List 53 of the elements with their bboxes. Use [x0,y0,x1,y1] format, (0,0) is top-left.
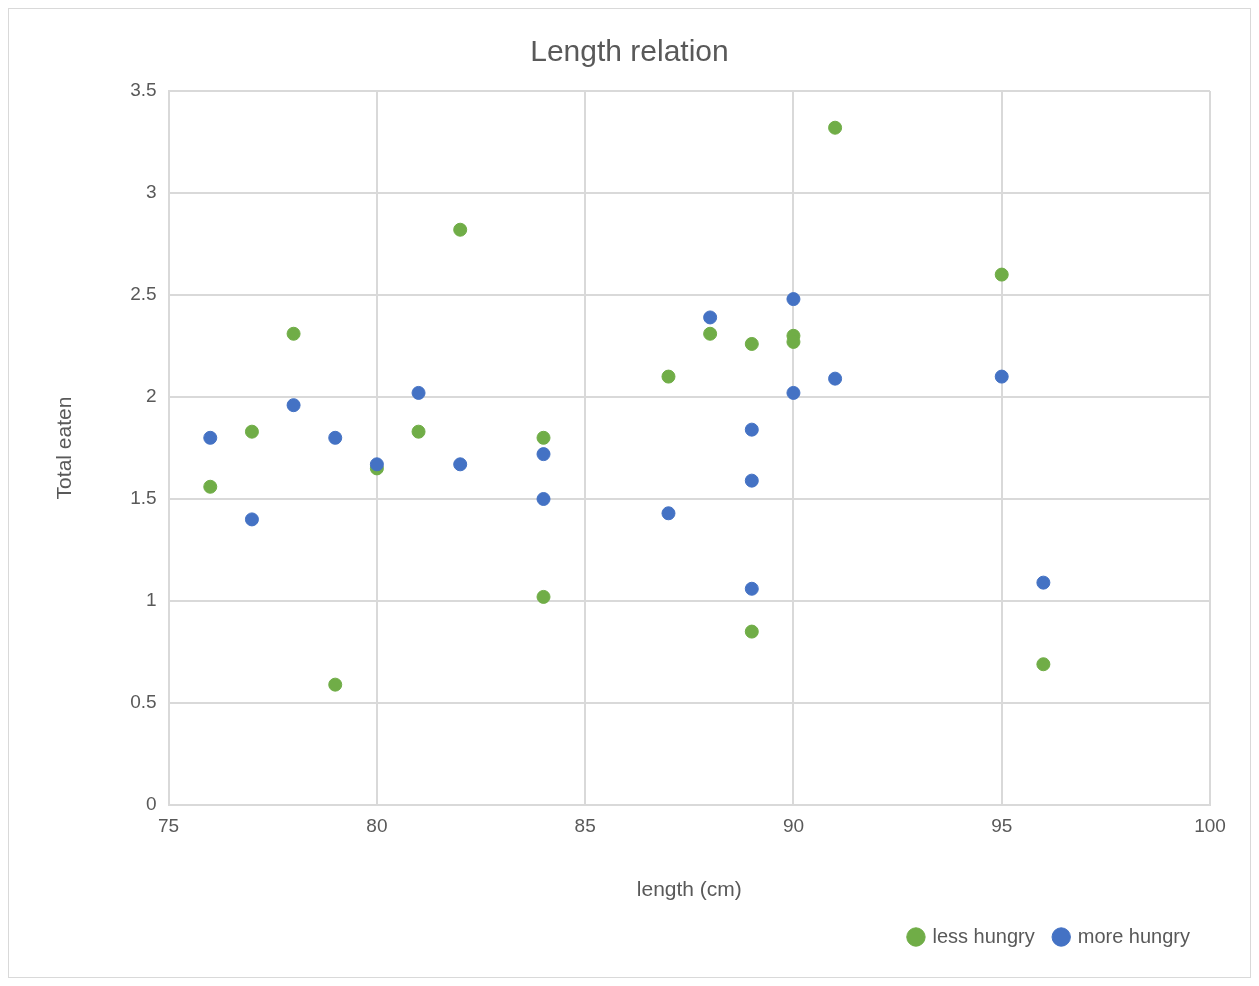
x-tick-label: 90 [782,814,805,836]
x-tick-label: 100 [1194,814,1226,836]
point [828,371,843,386]
point [411,385,426,400]
point [453,222,468,237]
point [994,267,1009,282]
x-tick-label: 75 [158,814,180,836]
point [328,430,343,445]
point [744,624,759,639]
x-tick-label: 95 [991,814,1013,836]
point [661,369,676,384]
point [703,310,718,325]
point [244,424,259,439]
point [453,457,468,472]
point [369,457,384,472]
point [203,430,218,445]
y-tick-label: 3.5 [130,79,157,101]
point [1036,575,1051,590]
point [661,506,676,521]
legend-label: more hungry [1077,924,1191,947]
y-tick-label: 0 [146,793,157,815]
point [536,447,551,462]
point [536,492,551,506]
x-tick-label: 85 [574,814,596,836]
point [286,326,301,341]
point [744,336,759,351]
point [536,589,551,604]
point [244,512,259,527]
y-tick-label: 0.5 [130,691,157,713]
x-tick-label: 80 [366,814,388,836]
point [411,424,426,439]
y-axis-title: Total eaten [52,396,76,500]
y-tick-label: 3 [146,181,157,203]
point [744,473,759,488]
point [828,120,843,135]
point [786,385,801,400]
legend-label: less hungry [932,924,1035,947]
y-tick-label: 2 [146,385,157,407]
point [744,422,759,437]
y-tick-label: 1 [146,589,157,611]
point [328,677,343,692]
point [744,581,759,596]
y-tick-label: 2.5 [130,283,157,305]
x-axis-title: length (cm) [636,877,742,901]
point [786,292,801,307]
point [286,398,301,413]
point [994,369,1009,384]
point [536,430,551,445]
point [1036,657,1051,672]
point [203,479,218,494]
point [703,326,718,341]
chart-title: Length relation [530,34,729,68]
y-tick-label: 1.5 [130,487,157,509]
